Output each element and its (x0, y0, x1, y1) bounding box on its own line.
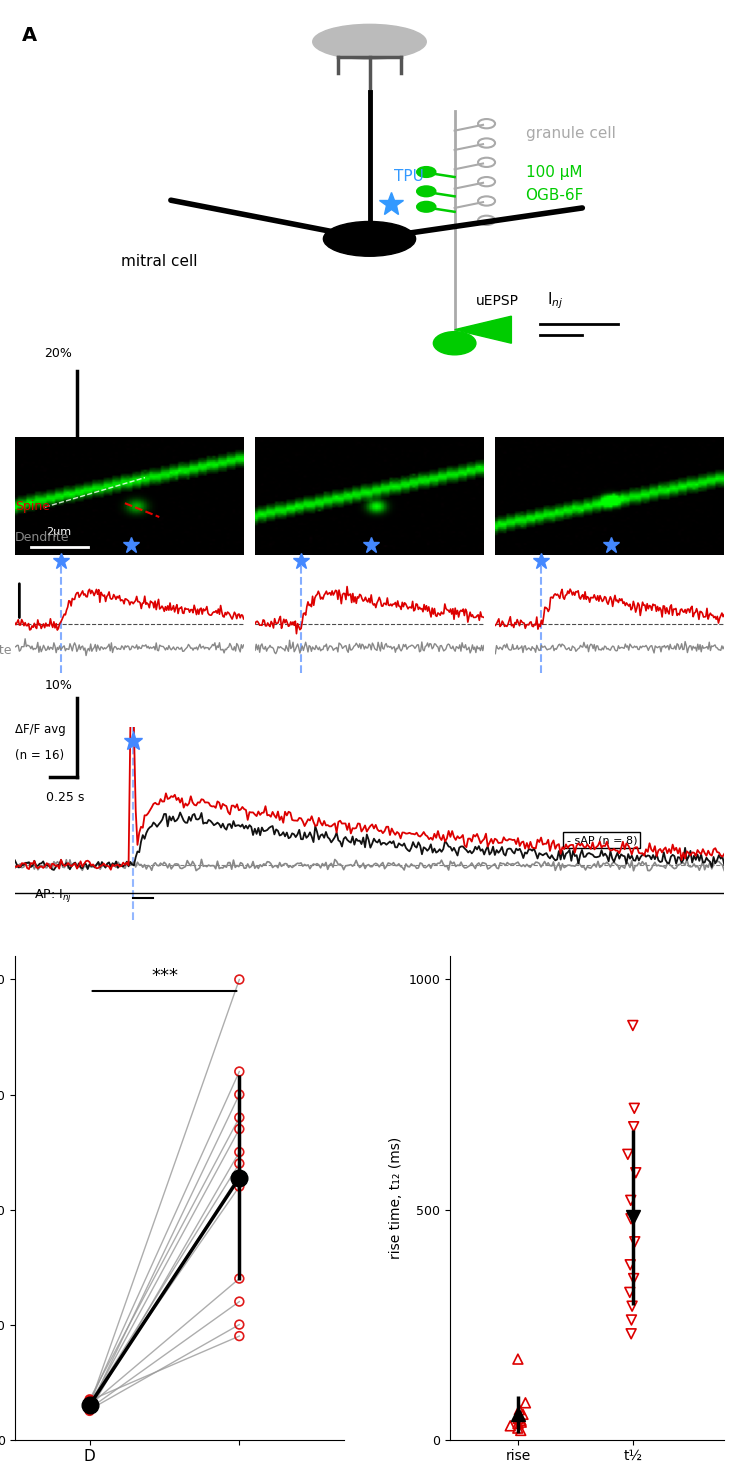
Point (234, 1313, 245, 1337)
Point (622, 1143, 634, 1166)
Point (630, 1161, 641, 1184)
Point (627, 1014, 638, 1037)
Point (84, 1390, 95, 1413)
Point (84, 1388, 95, 1412)
Point (84, 1394, 95, 1418)
Point (520, 1391, 531, 1415)
Text: ***: *** (151, 967, 178, 986)
Text: 100 μM: 100 μM (525, 165, 582, 181)
Text: AP: I$_{nj}$: AP: I$_{nj}$ (35, 887, 72, 905)
Circle shape (417, 167, 435, 178)
Text: 0.25 s: 0.25 s (46, 792, 84, 804)
Point (626, 1294, 638, 1318)
Point (517, 1403, 529, 1426)
Text: ΔF/F: ΔF/F (19, 472, 47, 485)
Text: Spine: Spine (15, 499, 50, 513)
Point (234, 1140, 245, 1163)
Point (624, 1281, 636, 1304)
Point (234, 1083, 245, 1106)
Point (84, 1394, 95, 1418)
Ellipse shape (324, 222, 415, 256)
Text: I$_{nj}$: I$_{nj}$ (547, 291, 563, 311)
Point (84, 1391, 95, 1415)
Point (234, 1266, 245, 1290)
Text: 10%: 10% (44, 680, 72, 692)
Text: ΔF/F avg: ΔF/F avg (15, 723, 66, 736)
Point (628, 1096, 640, 1119)
Point (504, 1415, 516, 1438)
Text: OGB-6F: OGB-6F (525, 188, 584, 203)
Circle shape (417, 201, 435, 212)
Text: (n = 16): (n = 16) (15, 749, 64, 762)
Point (625, 1208, 637, 1231)
Point (514, 1398, 525, 1422)
Point (84, 1394, 95, 1418)
Point (84, 1394, 95, 1418)
Point (625, 1322, 637, 1346)
Text: A: A (22, 26, 37, 46)
Text: Dendrite: Dendrite (0, 643, 12, 657)
Text: 0.5 s: 0.5 s (50, 466, 81, 479)
Point (512, 1407, 524, 1431)
Point (84, 1397, 95, 1421)
Text: - sAP (n = 8): - sAP (n = 8) (567, 834, 637, 845)
Point (234, 1175, 245, 1199)
Point (515, 1410, 527, 1434)
Circle shape (417, 187, 435, 197)
Text: 2μm: 2μm (47, 527, 72, 536)
Point (512, 1404, 524, 1428)
Point (629, 1230, 641, 1253)
Text: Dendrite: Dendrite (15, 530, 69, 544)
Point (84, 1388, 95, 1412)
Point (84, 1398, 95, 1422)
Point (234, 1152, 245, 1175)
Ellipse shape (313, 25, 426, 59)
Point (234, 1106, 245, 1130)
Point (84, 1398, 95, 1422)
Text: 20%: 20% (44, 347, 72, 360)
Point (512, 1416, 524, 1440)
Point (627, 1115, 639, 1138)
Text: B: B (15, 438, 30, 457)
Circle shape (433, 332, 476, 355)
Text: mitral cell: mitral cell (121, 254, 198, 269)
Text: uEPSP: uEPSP (476, 294, 519, 307)
Point (84, 1396, 95, 1419)
Point (234, 1163, 245, 1187)
Point (234, 1290, 245, 1313)
Text: granule cell: granule cell (525, 126, 616, 141)
Point (84, 1393, 95, 1416)
Point (515, 1419, 527, 1443)
Point (234, 968, 245, 992)
Point (512, 1412, 524, 1435)
Text: TPU: TPU (395, 169, 424, 184)
Point (624, 1253, 636, 1277)
Point (234, 1325, 245, 1349)
Point (625, 1309, 637, 1332)
Point (512, 1347, 524, 1371)
Point (234, 1118, 245, 1141)
Point (627, 1266, 639, 1290)
Polygon shape (454, 316, 511, 344)
Point (234, 1059, 245, 1083)
Point (515, 1409, 527, 1432)
Y-axis label: rise time, t₁₂ (ms): rise time, t₁₂ (ms) (389, 1137, 403, 1259)
Point (625, 1188, 637, 1212)
